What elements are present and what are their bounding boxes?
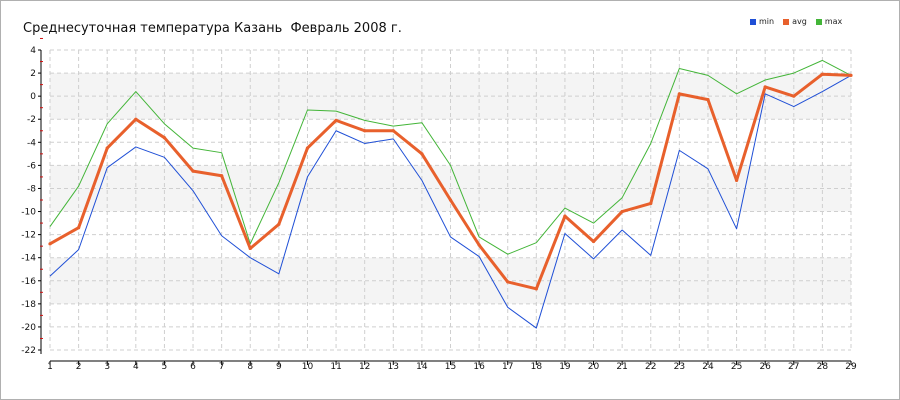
x-tick-label: 17 <box>502 362 513 372</box>
x-tick-label: 7 <box>219 362 225 372</box>
x-tick-label: 27 <box>788 362 799 372</box>
x-tick-label: 13 <box>388 362 399 372</box>
data-point-avg <box>448 198 453 202</box>
data-point-avg <box>849 73 853 77</box>
data-point-avg <box>534 287 538 291</box>
y-tick-label: -22 <box>21 346 36 356</box>
data-point-avg <box>305 146 310 150</box>
data-point-avg <box>48 242 52 246</box>
series-line-max <box>49 59 852 255</box>
x-tick-label: 29 <box>845 362 857 372</box>
data-point-avg <box>134 117 138 121</box>
data-point-avg <box>734 178 739 182</box>
x-tick-label: 14 <box>416 362 428 372</box>
x-tick-label: 20 <box>588 362 600 372</box>
legend-item-avg: avg <box>783 17 807 26</box>
data-point-avg <box>420 152 424 156</box>
x-tick-label: 25 <box>731 362 742 372</box>
data-point-avg <box>620 209 624 214</box>
legend-label-min: min <box>759 17 775 26</box>
x-tick-label: 11 <box>330 362 341 372</box>
data-point-avg <box>763 85 767 89</box>
x-tick-label: 2 <box>76 362 82 372</box>
data-point-avg <box>677 92 681 96</box>
y-tick-label: -12 <box>21 231 36 241</box>
y-tick-label: 4 <box>30 46 36 56</box>
data-point-avg <box>162 136 167 140</box>
data-point-avg <box>820 72 824 76</box>
legend-swatch-min <box>750 18 756 25</box>
legend-label-avg: avg <box>792 17 807 26</box>
y-tick-label: 2 <box>30 69 36 79</box>
data-point-avg <box>706 98 710 102</box>
y-tick-label: -2 <box>27 115 36 125</box>
x-tick-label: 12 <box>359 362 370 372</box>
x-tick-label: 4 <box>133 362 139 372</box>
data-point-avg <box>77 226 81 230</box>
x-tick-label: 23 <box>674 362 685 372</box>
y-tick-label: -18 <box>21 300 36 310</box>
x-tick-label: 1 <box>47 362 53 372</box>
x-tick-label: 18 <box>531 362 543 372</box>
y-tick-label: -6 <box>27 161 36 171</box>
data-point-avg <box>334 118 338 122</box>
data-point-avg <box>277 222 281 226</box>
data-point-avg <box>506 280 510 284</box>
y-tick-label: -16 <box>21 277 36 287</box>
x-tick-label: 22 <box>645 362 656 372</box>
y-tick-label: 0 <box>30 92 36 102</box>
chart-title: Среднесуточная температура Казань Феврал… <box>23 21 402 36</box>
data-point-avg <box>649 201 653 206</box>
data-point-avg <box>391 129 395 133</box>
data-point-avg <box>363 129 367 133</box>
x-tick-label: 6 <box>190 362 196 372</box>
legend-swatch-avg <box>783 18 790 25</box>
x-tick-label: 21 <box>616 362 627 372</box>
data-point-avg <box>220 174 224 178</box>
x-tick-label: 19 <box>559 362 571 372</box>
x-tick-label: 5 <box>162 362 168 372</box>
series-line-min <box>49 74 852 329</box>
data-point-avg <box>563 214 567 218</box>
x-tick-label: 3 <box>104 362 110 372</box>
data-point-avg <box>191 169 195 173</box>
legend-swatch-max <box>815 18 822 25</box>
x-tick-label: 24 <box>702 362 714 372</box>
x-tick-label: 15 <box>445 362 456 372</box>
x-tick-label: 28 <box>817 362 829 372</box>
data-point-avg <box>105 146 109 150</box>
data-point-avg <box>591 239 596 244</box>
legend-label-max: max <box>824 17 843 26</box>
y-tick-label: -10 <box>21 208 36 218</box>
data-point-avg <box>792 94 796 98</box>
x-tick-label: 16 <box>473 362 485 372</box>
x-tick-label: 10 <box>302 362 314 372</box>
x-tick-label: 8 <box>247 362 253 372</box>
y-tick-label: -8 <box>27 184 36 194</box>
data-point-avg <box>477 243 481 247</box>
y-tick-label: -20 <box>21 323 36 333</box>
x-tick-label: 26 <box>759 362 771 372</box>
legend: min avg max <box>750 17 842 26</box>
y-tick-label: -14 <box>21 254 36 264</box>
legend-item-max: max <box>815 17 843 26</box>
data-point-avg <box>248 246 252 251</box>
y-tick-label: -4 <box>27 138 36 148</box>
x-tick-label: 9 <box>276 362 282 372</box>
legend-item-min: min <box>750 17 774 26</box>
